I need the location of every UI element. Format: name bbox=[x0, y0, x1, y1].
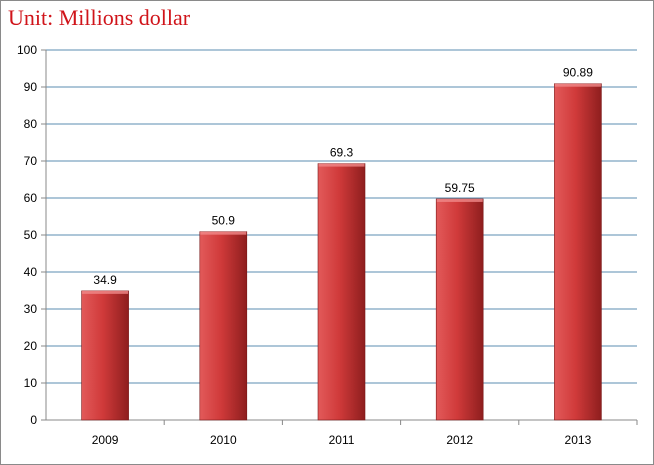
bar-2009 bbox=[81, 290, 129, 421]
bar-top-highlight bbox=[200, 231, 247, 235]
data-labels: 34.9 50.9 69.3 59.75 90.89 bbox=[93, 66, 593, 287]
chart-title: Unit: Millions dollar bbox=[8, 5, 191, 30]
x-tick-label: 2011 bbox=[329, 433, 355, 447]
bar-2011 bbox=[317, 163, 366, 421]
data-label: 59.75 bbox=[445, 181, 475, 195]
bar-2010 bbox=[199, 231, 248, 421]
x-tick-label: 2009 bbox=[92, 433, 119, 447]
data-label: 69.3 bbox=[330, 146, 354, 160]
y-tick-label: 20 bbox=[24, 339, 38, 353]
bar-top-highlight bbox=[554, 83, 601, 87]
data-label: 34.9 bbox=[93, 273, 117, 287]
data-label: 90.89 bbox=[563, 66, 593, 80]
y-tick-label: 0 bbox=[30, 413, 37, 427]
y-tick-label: 90 bbox=[24, 80, 38, 94]
x-tick-label: 2013 bbox=[565, 433, 592, 447]
y-tick-label: 60 bbox=[24, 191, 38, 205]
bar-2012 bbox=[435, 198, 484, 421]
y-tick-label: 50 bbox=[24, 228, 38, 242]
x-tick-label: 2010 bbox=[210, 433, 237, 447]
data-label: 50.9 bbox=[212, 214, 236, 228]
x-tick-label: 2012 bbox=[446, 433, 473, 447]
bar-top-highlight bbox=[436, 198, 483, 202]
y-tick-label: 80 bbox=[24, 117, 38, 131]
bar-top-highlight bbox=[82, 290, 129, 294]
y-tick-label: 30 bbox=[24, 302, 38, 316]
y-tick-label: 70 bbox=[24, 154, 38, 168]
axes: 0 10 20 30 40 50 60 70 80 90 100 2009 2010 2011 2012 20… bbox=[17, 43, 638, 447]
bar-top-highlight bbox=[318, 163, 365, 167]
bars bbox=[81, 83, 602, 421]
y-tick-label: 40 bbox=[24, 265, 38, 279]
y-tick-label: 100 bbox=[17, 43, 37, 57]
y-tick-label: 10 bbox=[24, 376, 38, 390]
bar-2013 bbox=[554, 83, 602, 421]
